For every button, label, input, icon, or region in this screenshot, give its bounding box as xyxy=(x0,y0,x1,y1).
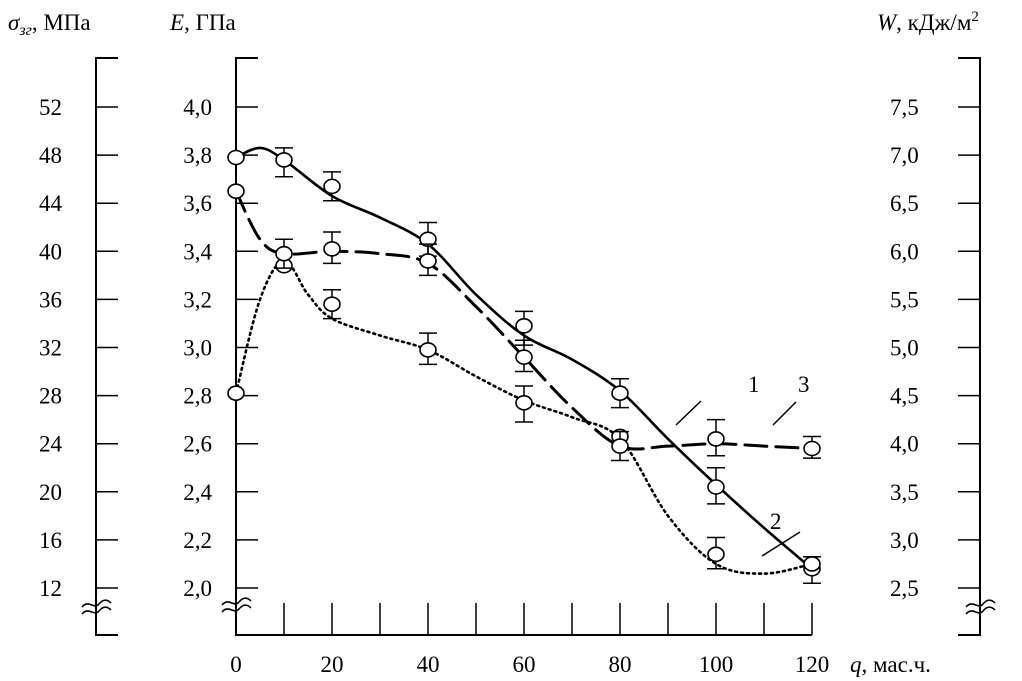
e-tick-label: 2,6 xyxy=(183,432,212,457)
x-axis-title: q, мас.ч. xyxy=(850,652,931,677)
w-tick-label: 7,5 xyxy=(890,95,919,120)
curve-label-leader xyxy=(761,531,801,557)
e-tick-label: 3,4 xyxy=(183,239,212,264)
data-point xyxy=(323,241,341,257)
data-point xyxy=(707,431,725,447)
data-point xyxy=(275,245,293,262)
sigma-tick-label: 40 xyxy=(39,239,62,264)
sigma-tick-label: 16 xyxy=(39,528,62,553)
sigma-axis-break xyxy=(81,599,112,608)
sigma-tick-label: 32 xyxy=(39,336,62,361)
data-point xyxy=(227,149,245,166)
curve-label-leader xyxy=(675,400,702,426)
data-point xyxy=(707,479,725,495)
w-tick-label: 5,0 xyxy=(890,336,919,361)
sigma-tick-label: 52 xyxy=(39,95,62,120)
w-tick-label: 2,5 xyxy=(890,576,919,601)
x-tick-label: 40 xyxy=(417,652,440,677)
data-point xyxy=(707,546,725,563)
data-point xyxy=(803,440,821,457)
w-tick-label: 3,5 xyxy=(890,480,919,505)
e-axis-title: E, ГПа xyxy=(169,10,236,35)
series-line-3 xyxy=(234,189,814,451)
data-point xyxy=(515,318,533,334)
w-tick-label: 5,5 xyxy=(890,287,919,312)
sigma-tick-label: 44 xyxy=(39,191,63,216)
sigma-axis-title: σзг, МПа xyxy=(8,10,91,39)
e-tick-label: 2,4 xyxy=(183,480,212,505)
curve-label: 2 xyxy=(770,509,782,534)
curve-label: 3 xyxy=(798,372,810,397)
data-point xyxy=(515,349,533,365)
curve-label-leader xyxy=(772,401,797,426)
sigma-tick-label: 24 xyxy=(39,432,63,457)
e-tick-label: 2,0 xyxy=(183,576,212,601)
e-tick-label: 3,0 xyxy=(183,336,212,361)
x-tick-label: 0 xyxy=(230,652,242,677)
e-tick-label: 3,6 xyxy=(183,191,212,216)
data-point xyxy=(611,385,629,401)
w-axis-break xyxy=(965,606,996,615)
w-tick-label: 4,0 xyxy=(890,432,919,457)
sigma-tick-label: 36 xyxy=(39,287,62,312)
sigma-axis-line xyxy=(95,57,118,636)
x-tick-label: 120 xyxy=(795,652,830,677)
w-tick-label: 6,0 xyxy=(890,239,919,264)
data-point xyxy=(275,152,293,168)
data-point xyxy=(227,183,245,199)
e-tick-label: 3,2 xyxy=(183,287,212,312)
w-axis-line xyxy=(958,57,981,636)
sigma-tick-label: 48 xyxy=(39,143,62,168)
e-tick-label: 2,8 xyxy=(183,384,212,409)
sigma-tick-label: 12 xyxy=(39,576,62,601)
data-point xyxy=(323,178,341,195)
x-tick-label: 100 xyxy=(699,652,734,677)
series-2 xyxy=(227,257,821,575)
series-line-2 xyxy=(234,259,814,575)
curve-label: 1 xyxy=(748,372,760,397)
e-axis-break xyxy=(221,597,252,606)
data-point xyxy=(419,253,437,269)
data-point xyxy=(227,385,245,401)
series-1 xyxy=(227,146,821,584)
w-tick-label: 7,0 xyxy=(890,143,919,168)
w-axis-break xyxy=(965,599,996,608)
sigma-tick-label: 20 xyxy=(39,480,62,505)
x-tick-label: 80 xyxy=(609,652,632,677)
data-point xyxy=(611,438,629,454)
x-tick-label: 60 xyxy=(513,652,536,677)
e-tick-label: 2,2 xyxy=(183,528,212,553)
e-tick-label: 4,0 xyxy=(183,95,212,120)
data-point xyxy=(323,296,341,313)
series-3 xyxy=(227,183,821,462)
data-point xyxy=(419,342,437,358)
data-point xyxy=(515,395,533,411)
sigma-axis-break xyxy=(81,606,112,615)
w-tick-label: 3,0 xyxy=(890,528,919,553)
sigma-tick-label: 28 xyxy=(39,384,62,409)
w-tick-label: 6,5 xyxy=(890,191,919,216)
w-axis-title: W, кДж/м2 xyxy=(877,9,979,35)
w-tick-label: 4,5 xyxy=(890,384,919,409)
data-point xyxy=(803,556,821,572)
e-axis-break xyxy=(221,604,252,613)
e-tick-label: 3,8 xyxy=(183,143,212,168)
x-tick-label: 20 xyxy=(321,652,344,677)
